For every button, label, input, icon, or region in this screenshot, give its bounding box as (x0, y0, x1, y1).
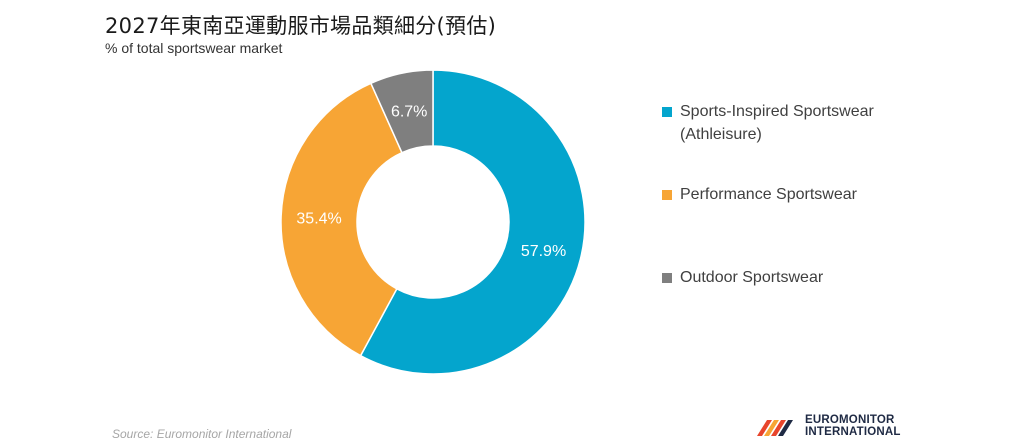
data-label-athleisure: 57.9% (521, 243, 566, 260)
logo-text-line1: EUROMONITOR (805, 414, 895, 426)
euromonitor-logo: EUROMONITOR INTERNATIONAL (755, 414, 901, 438)
legend-swatch-performance (662, 190, 672, 200)
chart-title: 2027年東南亞運動服市場品類細分(預估) (105, 14, 497, 38)
legend-label-performance: Performance Sportswear (680, 186, 857, 203)
data-label-performance: 35.4% (296, 211, 341, 228)
data-label-outdoor: 6.7% (391, 104, 427, 121)
source-note: Source: Euromonitor International (112, 427, 292, 441)
legend-item-outdoor: Outdoor Sportswear (662, 266, 823, 289)
donut-slice-outdoor (369, 69, 434, 154)
donut-slice-performance (280, 82, 403, 357)
donut-slice-athleisure (359, 69, 586, 375)
legend-label-outdoor: Outdoor Sportswear (680, 269, 824, 286)
legend-label-athleisure: Sports-Inspired Sportswear (680, 103, 874, 120)
legend-label-athleisure-sub: (Athleisure) (680, 126, 762, 143)
logo-text-line2: INTERNATIONAL (805, 426, 901, 438)
legend-item-performance: Performance Sportswear (662, 183, 857, 206)
chart-subtitle: % of total sportswear market (105, 40, 283, 56)
legend-item-athleisure: Sports-Inspired Sportswear (Athleisure) (662, 100, 874, 146)
euromonitor-logo-icon (757, 420, 793, 436)
legend-swatch-outdoor (662, 273, 672, 283)
legend-swatch-athleisure (662, 107, 672, 117)
